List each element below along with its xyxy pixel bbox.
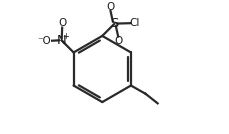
Text: N: N [56, 34, 66, 47]
Text: Cl: Cl [129, 18, 139, 28]
Text: O: O [58, 18, 66, 28]
Text: +: + [62, 32, 68, 41]
Text: O: O [106, 2, 114, 12]
Text: O: O [114, 36, 122, 46]
Text: S: S [110, 17, 118, 30]
Text: ⁻O: ⁻O [38, 36, 51, 46]
